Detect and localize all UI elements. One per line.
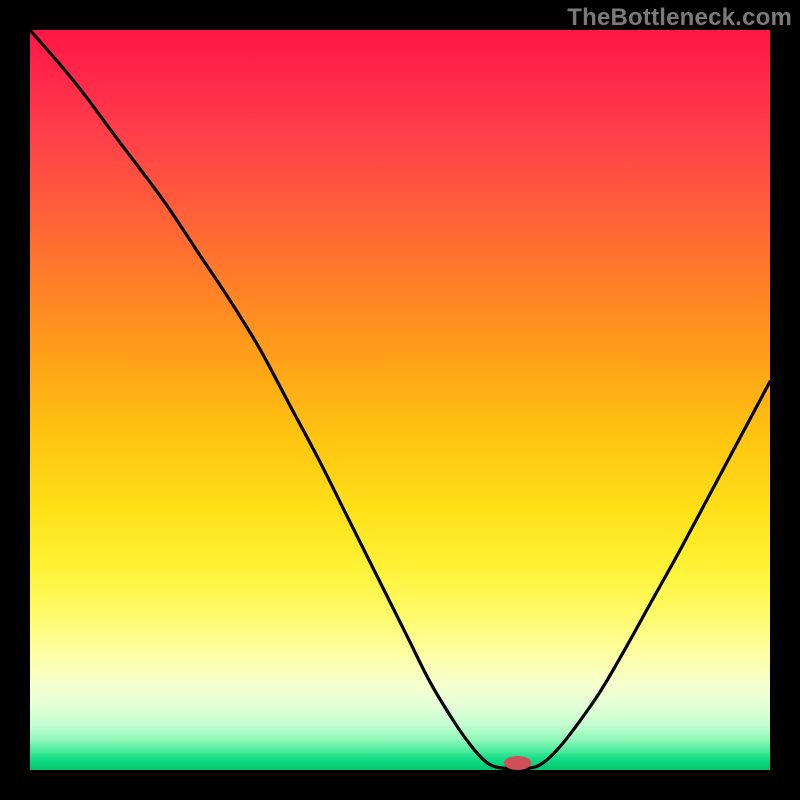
watermark-text: TheBottleneck.com [567,4,792,32]
chart-container: TheBottleneck.com [0,0,800,800]
plot-background-gradient [30,30,770,770]
bottleneck-chart [0,0,800,800]
optimal-point-marker [504,756,531,770]
